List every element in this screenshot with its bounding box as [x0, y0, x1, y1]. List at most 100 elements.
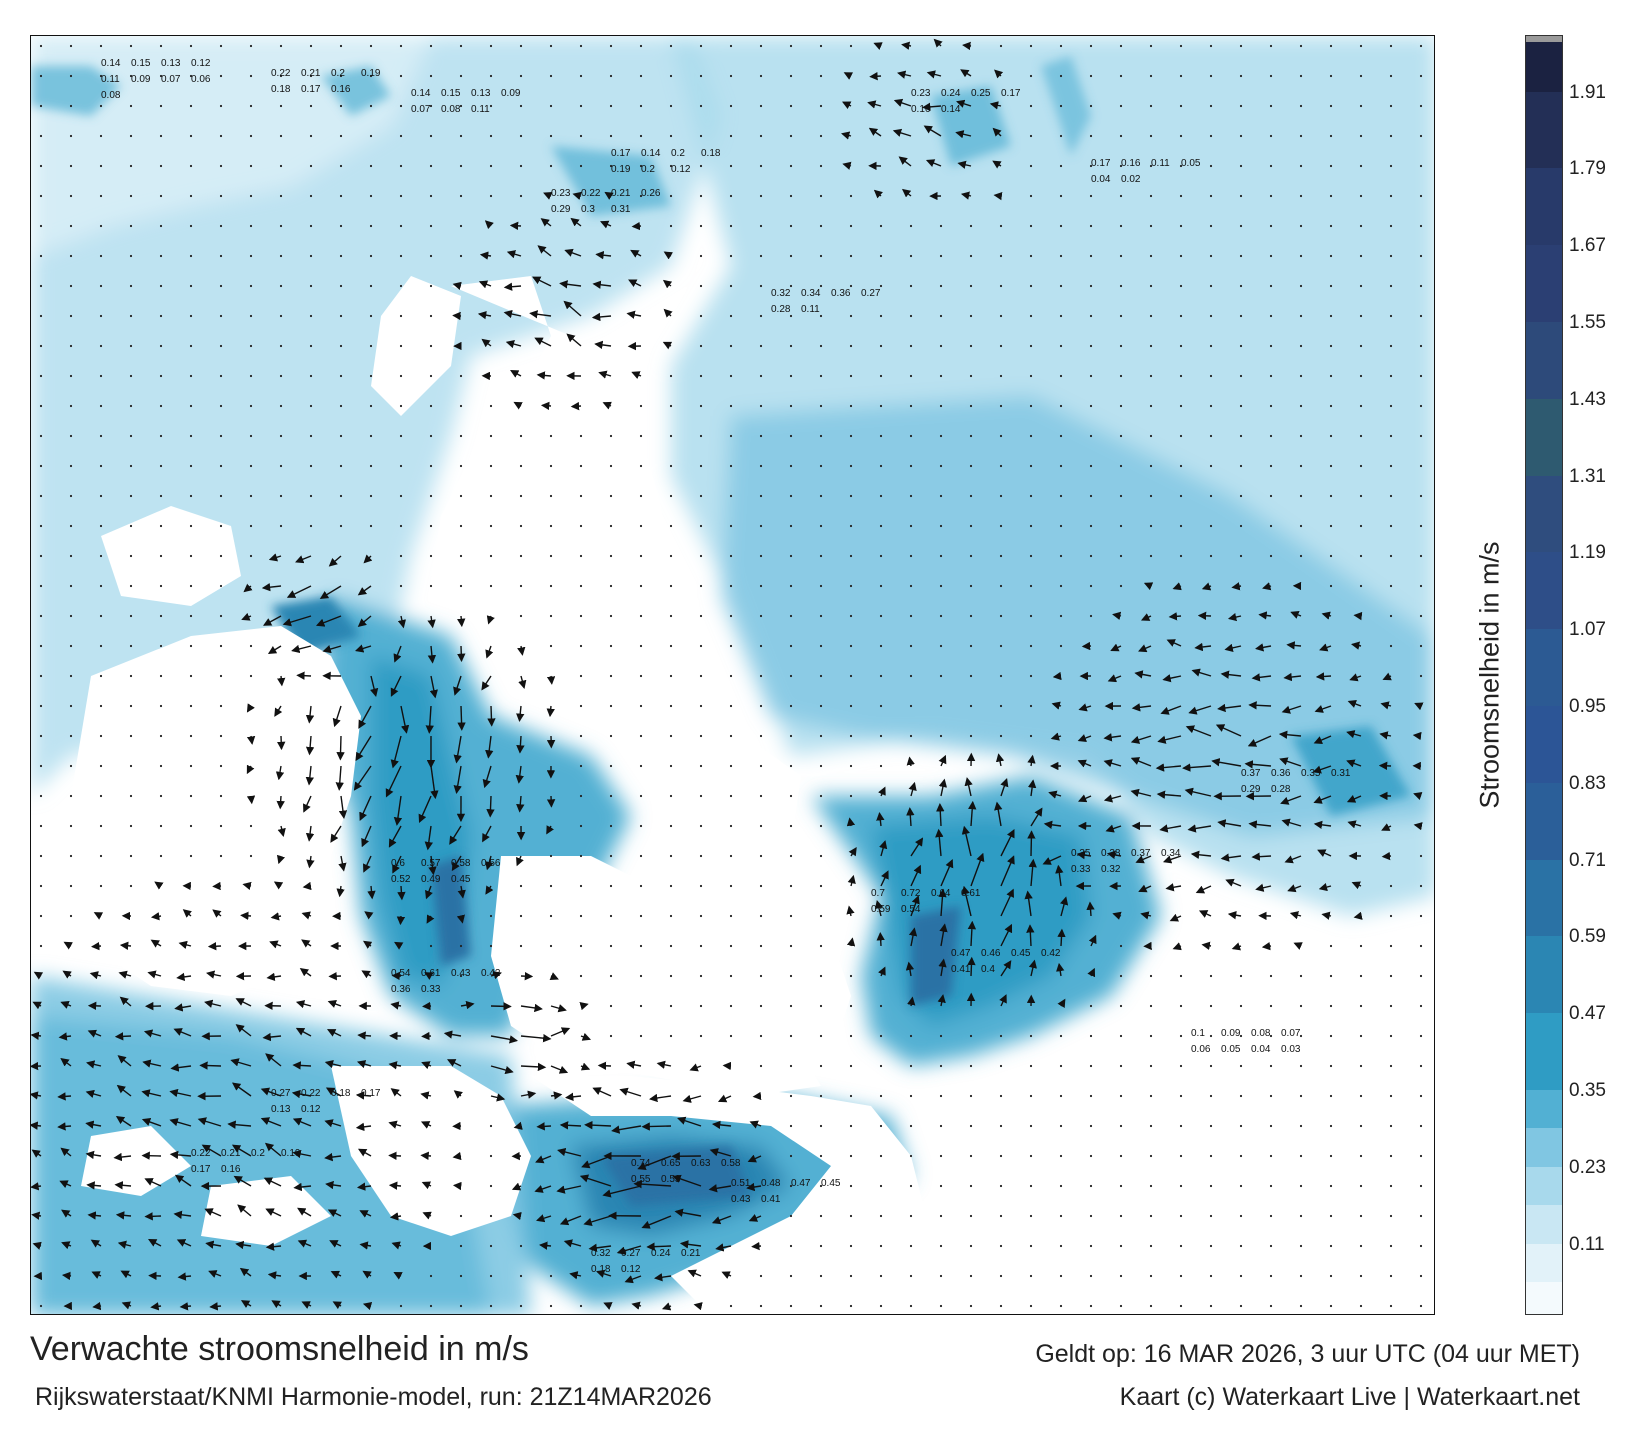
current-arrow	[1258, 611, 1272, 620]
current-dot	[759, 314, 763, 318]
current-dot	[609, 764, 613, 768]
current-speed-map[interactable]: 0.14 0.15 0.13 0.12 0.11 0.09 0.07 0.06 0.08 0.22…	[30, 35, 1435, 1315]
current-dot	[1329, 584, 1333, 588]
current-arrow	[59, 1180, 72, 1189]
current-dot	[1059, 554, 1063, 558]
current-dot	[969, 434, 973, 438]
current-arrow	[1381, 823, 1392, 831]
current-arrow	[1000, 828, 1015, 857]
current-dot	[639, 1034, 643, 1038]
current-dot	[939, 734, 943, 738]
current-dot	[519, 494, 523, 498]
current-arrow	[425, 885, 433, 900]
current-arrow	[848, 846, 857, 857]
current-dot	[1269, 434, 1273, 438]
map-canvas: 0.14 0.15 0.13 0.120.11 0.09 0.07 0.060.080.22…	[31, 36, 1434, 1314]
current-dot	[279, 524, 283, 528]
current-dot	[1419, 1004, 1423, 1008]
current-arrow	[570, 401, 582, 411]
current-dot	[789, 1244, 793, 1248]
current-dot	[1419, 254, 1423, 258]
current-arrow	[338, 855, 347, 872]
current-dot	[909, 674, 913, 678]
current-dot	[879, 1004, 883, 1008]
current-arrow	[246, 703, 255, 713]
current-dot	[219, 344, 223, 348]
current-dot	[1089, 134, 1093, 138]
current-dot	[489, 1244, 493, 1248]
speed-label: 0.14	[101, 58, 121, 69]
current-arrow	[1224, 643, 1242, 652]
current-dot	[1419, 1274, 1423, 1278]
current-dot	[699, 134, 703, 138]
colorbar-segment	[1526, 1243, 1562, 1282]
current-dot	[729, 284, 733, 288]
speed-label: 0.58	[721, 1158, 741, 1169]
current-arrow	[993, 191, 1003, 201]
current-arrow	[144, 1178, 162, 1187]
current-arrow	[117, 1055, 132, 1067]
current-dot	[489, 44, 493, 48]
current-arrow	[363, 855, 372, 873]
current-dot	[1239, 194, 1243, 198]
current-dot	[1389, 464, 1393, 468]
current-arrow	[421, 1181, 432, 1190]
current-arrow	[663, 251, 673, 260]
current-arrow	[1138, 884, 1152, 893]
current-dot	[879, 344, 883, 348]
current-arrow	[261, 582, 282, 592]
current-dot	[1089, 1184, 1093, 1188]
current-arrow	[604, 191, 614, 200]
current-dot	[339, 164, 343, 168]
current-dot	[669, 104, 673, 108]
current-arrow	[938, 778, 948, 797]
current-arrow	[633, 1179, 672, 1189]
current-dot	[789, 794, 793, 798]
current-dot	[1029, 464, 1033, 468]
current-dot	[1239, 74, 1243, 78]
current-dot	[1419, 974, 1423, 978]
current-dot	[1389, 224, 1393, 228]
current-dot	[1389, 134, 1393, 138]
current-dot	[1359, 1064, 1363, 1068]
speed-label: 0.32	[591, 1248, 611, 1259]
current-dot	[1419, 584, 1423, 588]
current-dot	[549, 944, 553, 948]
current-dot	[789, 734, 793, 738]
current-dot	[909, 1214, 913, 1218]
current-arrow	[170, 1063, 192, 1072]
current-dot	[1029, 104, 1033, 108]
current-arrow	[456, 914, 465, 924]
speed-label: 0.38	[1101, 848, 1121, 859]
current-arrow	[305, 825, 315, 842]
current-dot	[69, 314, 73, 318]
current-dot	[1299, 374, 1303, 378]
current-dot	[249, 344, 253, 348]
current-arrow	[1057, 998, 1066, 1009]
current-dot	[339, 254, 343, 258]
current-arrow	[1112, 611, 1122, 620]
current-dot	[669, 944, 673, 948]
current-dot	[249, 434, 253, 438]
speed-label: 0.07	[1281, 1028, 1301, 1039]
current-dot	[789, 764, 793, 768]
current-dot	[1389, 524, 1393, 528]
current-dot	[609, 644, 613, 648]
current-arrow	[363, 554, 373, 564]
speed-label: 0.3	[581, 204, 595, 215]
current-dot	[1269, 1214, 1273, 1218]
current-dot	[1239, 284, 1243, 288]
current-dot	[69, 44, 73, 48]
current-arrow	[569, 1271, 582, 1280]
current-dot	[249, 134, 253, 138]
current-dot	[1059, 74, 1063, 78]
current-dot	[1389, 1304, 1393, 1308]
current-dot	[729, 914, 733, 918]
current-dot	[1389, 1094, 1393, 1098]
current-arrow	[118, 970, 132, 979]
current-dot	[999, 614, 1003, 618]
current-arrow	[868, 127, 882, 137]
current-dot	[1329, 344, 1333, 348]
current-dot	[459, 224, 463, 228]
current-arrow	[603, 1302, 613, 1310]
